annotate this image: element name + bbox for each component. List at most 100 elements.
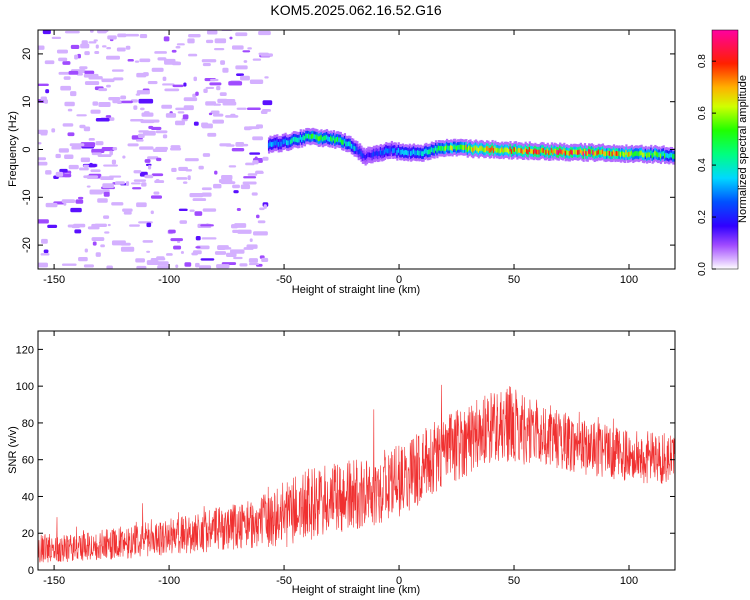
spectrogram-noise-cell [38,129,48,135]
spectrogram-ridge-core [651,153,654,159]
spectrogram-ridge-core [336,136,340,142]
spectrogram-ridge-core [290,139,293,145]
spectrogram-ridge-core [345,141,348,147]
spectrogram-ridge-core [454,144,457,150]
spectrogram-noise-cell [114,181,125,185]
y-tick-label: 100 [16,381,34,393]
spectrogram-noise-cell [166,253,173,256]
spectrogram-ridge-core [617,151,620,157]
spectrogram-noise-cell [116,100,123,105]
spectrogram-ridge-core [367,152,370,158]
spectrogram-ridge-core [490,147,493,153]
spectrogram-noise-cell [94,51,100,55]
spectrogram-ridge-core [554,149,558,154]
spectrogram-noise-cell [156,157,162,162]
spectrogram-ridge-core [312,133,315,139]
spectrogram-ridge-core [317,136,320,142]
spectrogram-noise-cell [85,74,92,78]
spectrogram-ridge-core [640,150,643,156]
spectrogram-ridge-core [437,145,440,151]
spectrogram-ridge-core [388,148,391,154]
spectrogram-noise-cell [122,208,133,212]
spectrogram-ridge-core [557,150,560,155]
spectrogram-noise-cell [151,173,164,177]
spectrogram-ridge-core [381,150,384,156]
spectrogram-ridge-core [452,144,456,150]
spectrogram-noise-cell [129,224,140,227]
spectrogram-ridge-core [524,147,527,153]
spectrogram-noise-cell [257,220,266,224]
y-tick-label: 20 [22,528,34,540]
spectrogram-ridge-core [499,148,502,154]
spectrogram-noise-cell [188,53,198,57]
spectrogram-ridge-core [269,141,272,147]
spectrogram-noise-cell [40,253,50,256]
y-tick-label: 40 [22,491,34,503]
spectrogram-ridge-core [277,141,280,147]
spectrogram-noise-cell [103,164,118,167]
spectrogram-noise-cell [77,53,81,59]
spectrogram-noise-cell [262,100,273,106]
spectrogram-ridge-core [487,146,490,152]
spectrogram-ridge-core [469,145,472,150]
spectrogram-ridge-core [528,147,531,152]
spectrogram-noise-layer [38,30,273,269]
spectrogram-ridge-core [310,134,313,139]
spectrogram-noise-cell [249,152,261,155]
spectrogram-ridge-core [462,145,465,151]
spectrogram-ridge-core [662,151,665,156]
spectrogram-ridge-core [399,149,402,155]
x-tick-label: -150 [43,575,65,587]
spectrogram-noise-cell [249,79,264,85]
spectrogram-noise-cell [97,198,108,203]
spectrogram-noise-cell [58,148,69,153]
spectrogram-ridge-core [473,146,476,151]
spectrogram-ridge-core [577,150,580,155]
spectrogram-noise-cell [226,252,237,258]
spectrogram-noise-cell [144,174,154,179]
spectrogram-ridge-core [561,149,565,155]
spectrogram-ridge-core [521,149,525,155]
spectrogram-ridge-core [321,136,324,142]
spectrogram-noise-cell [125,33,140,37]
spectrogram-noise-cell [177,111,185,114]
spectrogram-noise-cell [134,60,140,63]
spectrogram-noise-cell [170,147,182,151]
spectrogram-ridge-core [481,146,485,152]
x-tick-label: -150 [43,274,65,286]
spectrogram-noise-cell [95,252,101,257]
spectrogram-noise-cell [143,130,156,136]
spectrogram-noise-cell [41,238,48,244]
spectrogram-ridge-core [343,138,347,144]
spectrogram-noise-cell [187,38,195,44]
spectrogram-ridge-core [392,148,395,154]
spectrogram-noise-cell [231,45,244,50]
spectrogram-ridge-core [590,148,594,154]
spectrogram-ridge-core [579,148,582,154]
spectrogram-noise-cell [259,207,265,211]
spectrogram-noise-cell [216,86,221,91]
spectrogram-noise-cell [92,101,99,106]
spectrogram-ridge-core [517,147,520,153]
spectrogram-ridge-core [596,150,599,156]
spectrogram-noise-cell [162,76,167,81]
spectrogram-noise-cell [208,112,213,116]
spectrogram-ridge-core [603,151,606,156]
spectrogram-noise-cell [121,100,133,104]
spectrogram-ridge-core [588,149,591,154]
spectrogram-ridge-core [335,137,338,142]
spectrogram-ridge-core [634,151,638,156]
spectrogram-noise-cell [153,191,160,195]
spectrogram-ridge-core [466,147,469,152]
spectrogram-ridge-core [339,137,342,143]
spectrogram-noise-cell [255,124,263,129]
spectrogram-ridge-core [657,152,660,158]
spectrogram-noise-cell [171,49,177,53]
spectrogram-noise-cell [206,30,218,35]
spectrogram-ridge-core [539,148,542,154]
spectrogram-noise-cell [214,251,227,255]
spectrogram-noise-cell [111,69,124,72]
spectrogram-noise-cell [147,165,152,170]
spectrogram-ridge-core [527,149,530,155]
